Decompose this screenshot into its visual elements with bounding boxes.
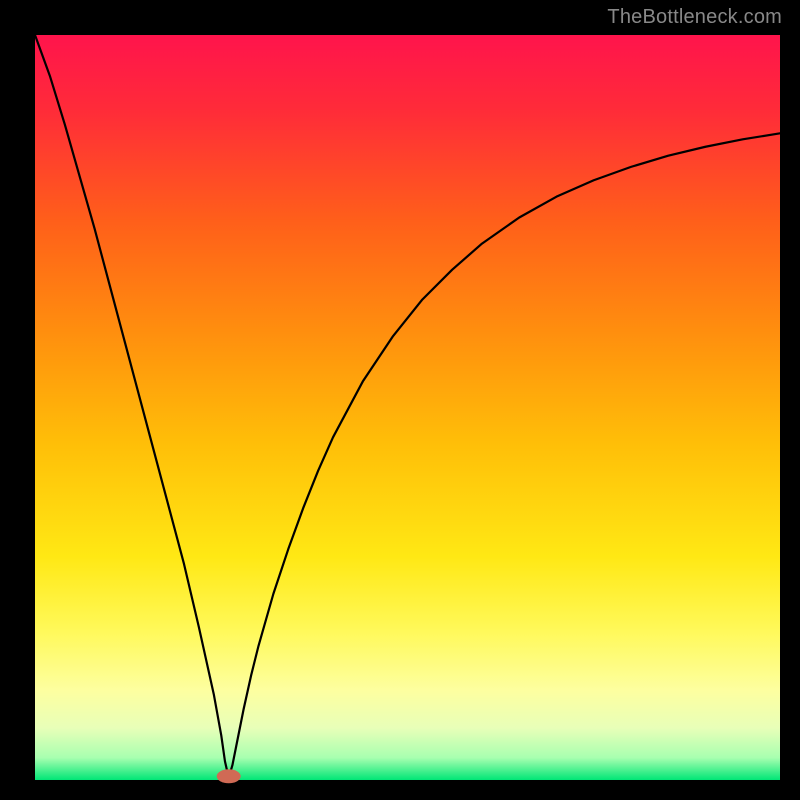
plot-area (35, 35, 780, 780)
chart-frame: TheBottleneck.com (0, 0, 800, 800)
bottleneck-chart-svg (0, 0, 800, 800)
optimal-marker (217, 769, 241, 783)
watermark-label: TheBottleneck.com (607, 6, 782, 29)
